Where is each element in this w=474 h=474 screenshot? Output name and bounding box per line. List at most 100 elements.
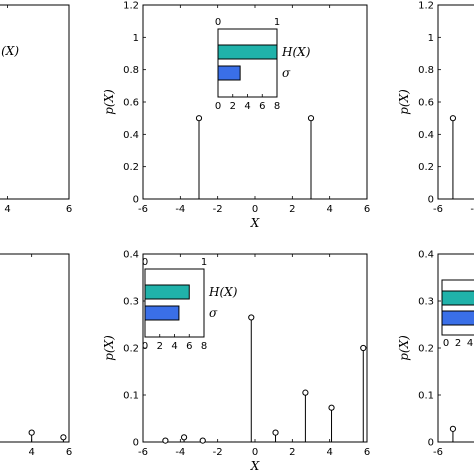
inset-sigma-bar bbox=[217, 65, 241, 81]
y-tick-label: 0 bbox=[133, 195, 139, 206]
inset-top-tick-label: 1 bbox=[274, 17, 280, 28]
inset-bottom-tick-label: 6 bbox=[259, 101, 265, 112]
inset-h-bar bbox=[217, 44, 278, 60]
x-tick-label: 6 bbox=[364, 204, 370, 215]
stem-marker bbox=[195, 115, 203, 122]
inset-bottom-tick-label: 2 bbox=[157, 341, 163, 352]
x-tick-label: 2 bbox=[289, 204, 295, 215]
inset-h-label-partial: (X) bbox=[1, 44, 19, 58]
x-tick-label: -2 bbox=[213, 204, 223, 215]
y-tick-label: 0.8 bbox=[418, 65, 434, 76]
inset-box bbox=[144, 268, 205, 338]
inset-bottom-tick-label: 6 bbox=[186, 341, 192, 352]
inset-bottom-tick-label: 0 bbox=[215, 101, 221, 112]
y-tick-label: 0.6 bbox=[123, 98, 139, 109]
stem-marker bbox=[272, 429, 279, 436]
y-tick-label: 0.8 bbox=[123, 65, 139, 76]
inset: 0 10 2 4 6 8H(X)σ bbox=[142, 257, 238, 352]
axes-frame bbox=[0, 253, 70, 443]
x-tick-label: -6 bbox=[138, 447, 148, 458]
stem-marker bbox=[199, 437, 206, 444]
y-tick-label: 1.2 bbox=[123, 1, 139, 12]
y-tick-label: 0.1 bbox=[418, 391, 434, 402]
x-tick-label: 6 bbox=[364, 447, 370, 458]
inset-bottom-tick-label: 0 bbox=[142, 341, 148, 352]
x-tick-label: 0 bbox=[252, 204, 258, 215]
inset-top-tick-label: 0 bbox=[215, 17, 221, 28]
y-axis-label: p(X) bbox=[102, 335, 116, 361]
stem-marker bbox=[360, 344, 367, 352]
x-tick-label: -6 bbox=[433, 447, 443, 458]
inset-sigma-label: σ bbox=[209, 306, 218, 320]
y-tick-label: 1 bbox=[428, 33, 434, 44]
inset-bottom-tick-label: 0 bbox=[443, 338, 449, 349]
x-tick-label: 4 bbox=[326, 447, 332, 458]
inset-bottom-tick-label: 2 bbox=[230, 101, 236, 112]
y-tick-label: 0.4 bbox=[418, 250, 434, 261]
inset-h-label: H(X) bbox=[281, 45, 311, 59]
y-tick-label: 1 bbox=[133, 33, 139, 44]
inset-bottom-tick-label: 8 bbox=[201, 341, 207, 352]
inset-box bbox=[217, 28, 278, 98]
axes-frame bbox=[0, 4, 70, 200]
inset-top-tick-label: 1 bbox=[201, 257, 207, 268]
y-axis-label: p(X) bbox=[102, 89, 116, 115]
y-tick-label: 0 bbox=[133, 438, 139, 449]
inset-top-tick-label: 0 bbox=[142, 257, 148, 268]
x-tick-label: -4 bbox=[175, 204, 185, 215]
x-tick-label: -4 bbox=[470, 204, 474, 215]
inset-sigma-bar bbox=[144, 305, 180, 321]
stem-marker bbox=[449, 425, 457, 432]
y-axis-label: p(X) bbox=[397, 89, 411, 115]
y-tick-label: 0.3 bbox=[418, 297, 434, 308]
y-tick-label: 0.4 bbox=[123, 250, 139, 261]
y-tick-label: 0.2 bbox=[123, 344, 139, 355]
x-tick-label: 4 bbox=[28, 447, 34, 458]
inset-h-bar bbox=[144, 284, 190, 300]
y-tick-label: 0 bbox=[428, 195, 434, 206]
y-axis-label: p(X) bbox=[397, 335, 411, 361]
x-tick-label: 4 bbox=[326, 204, 332, 215]
inset: 0 10 2 4 6 8H(X)σ bbox=[215, 17, 311, 112]
stem-marker bbox=[180, 434, 188, 441]
stem-marker bbox=[162, 437, 169, 444]
inset-box bbox=[441, 279, 474, 336]
stem-marker bbox=[28, 429, 35, 436]
stem-marker bbox=[248, 314, 255, 321]
x-tick-label: -2 bbox=[213, 447, 223, 458]
x-tick-label: 6 bbox=[66, 204, 72, 215]
inset-bottom-tick-label: 8 bbox=[274, 101, 280, 112]
inset-sigma-bar bbox=[441, 310, 474, 326]
x-tick-label: -6 bbox=[138, 204, 148, 215]
stem-marker bbox=[449, 115, 457, 122]
inset-bottom-tick-label: 4 bbox=[171, 341, 177, 352]
x-tick-label: 0 bbox=[252, 447, 258, 458]
y-tick-label: 0.6 bbox=[418, 98, 434, 109]
y-tick-label: 0.3 bbox=[123, 297, 139, 308]
x-tick-label: 4 bbox=[4, 204, 10, 215]
x-axis-label: X bbox=[250, 216, 260, 230]
y-tick-label: 1.2 bbox=[418, 1, 434, 12]
x-tick-label: 2 bbox=[289, 447, 295, 458]
y-tick-label: 0.2 bbox=[123, 162, 139, 173]
panel-bottom-right-partial: -600.10.20.30.4p(X) 0 2 4 bbox=[397, 250, 474, 458]
axes-frame bbox=[437, 4, 474, 200]
stem-marker bbox=[60, 434, 67, 441]
inset-bottom-tick-label: 4 bbox=[244, 101, 250, 112]
y-tick-label: 0 bbox=[428, 438, 434, 449]
y-tick-label: 0.4 bbox=[418, 130, 434, 141]
x-tick-label: -4 bbox=[175, 447, 185, 458]
stem-marker bbox=[328, 404, 335, 411]
inset-sigma-label: σ bbox=[282, 66, 291, 80]
inset-h-label: H(X) bbox=[208, 285, 238, 299]
y-tick-label: 0.1 bbox=[123, 391, 139, 402]
x-tick-label: -6 bbox=[433, 204, 443, 215]
panel-top-left-partial: 4 6 (X) bbox=[0, 4, 72, 215]
inset-bottom-tick-label: 2 bbox=[455, 338, 461, 349]
y-tick-label: 0.2 bbox=[418, 344, 434, 355]
x-axis-label: X bbox=[250, 459, 260, 473]
inset-h-bar bbox=[441, 290, 474, 306]
inset-bottom-tick-label: 4 bbox=[467, 338, 473, 349]
